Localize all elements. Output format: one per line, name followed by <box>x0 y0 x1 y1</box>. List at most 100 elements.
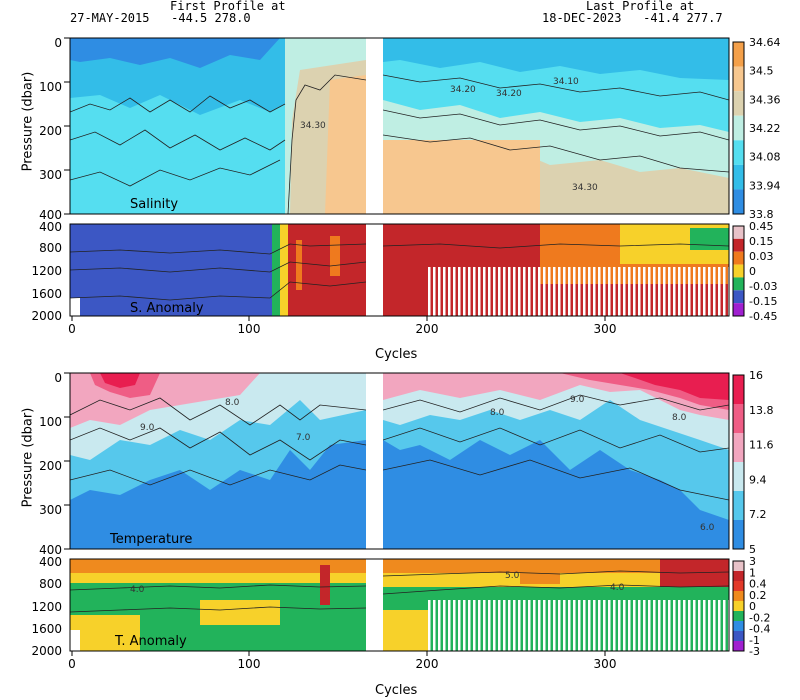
missing-data-stripe <box>428 267 431 316</box>
missing-data-stripe <box>528 600 531 651</box>
missing-data-stripe <box>663 600 666 651</box>
missing-data-stripe <box>513 600 516 651</box>
missing-data-stripe <box>708 600 711 651</box>
missing-data-stripe <box>678 600 681 651</box>
missing-data-stripe <box>463 267 466 316</box>
salinity-colorbar-label: 34.08 <box>749 151 781 164</box>
missing-data-stripe <box>493 600 496 651</box>
missing-data-stripe <box>568 267 571 316</box>
missing-data-stripe <box>468 600 471 651</box>
missing-data-stripe <box>623 267 626 316</box>
missing-data-stripe <box>438 267 441 316</box>
missing-data-stripe <box>448 267 451 316</box>
missing-data-stripe <box>673 267 676 316</box>
salinity-anomaly-x-tick: 0 <box>68 322 76 336</box>
missing-data-stripe <box>518 600 521 651</box>
salinity-colorbar-label: 33.94 <box>749 179 781 192</box>
salinity-y-tick: 200 <box>39 124 62 138</box>
salinity-contour-label: 34.30 <box>572 183 598 193</box>
missing-data-stripe <box>503 267 506 316</box>
salinity-colorbar-swatch <box>733 140 744 165</box>
salinity-colorbar-frame <box>732 41 745 215</box>
temperature-y-tick: 200 <box>39 459 62 473</box>
missing-data-stripe <box>698 267 701 316</box>
temperature-anomaly-y-tick: 800 <box>39 577 62 591</box>
missing-data-stripe <box>658 600 661 651</box>
missing-data-stripe <box>513 267 516 316</box>
temperature-anomaly-x-tick: 200 <box>416 657 439 671</box>
missing-data-stripe <box>623 600 626 651</box>
temperature-panel: 9.0 8.0 7.0 8.0 9.0 8.0 6.0 Temperature … <box>39 371 730 557</box>
missing-data-stripe <box>428 600 431 651</box>
missing-data-stripe <box>688 267 691 316</box>
temperature-anomaly-x-tick: 100 <box>238 657 261 671</box>
missing-data-stripe <box>578 267 581 316</box>
temperature-anomaly-colorbar-swatch <box>733 621 744 631</box>
temperature-colorbar-swatch <box>733 462 744 491</box>
temperature-anomaly-y-tick: 1200 <box>31 600 62 614</box>
missing-data-stripe <box>593 267 596 316</box>
missing-data-stripe <box>498 600 501 651</box>
missing-data-stripe <box>453 600 456 651</box>
temperature-y-tick: 0 <box>54 371 62 385</box>
salinity-anomaly-colorbar-swatch <box>733 277 744 291</box>
missing-data-stripe <box>533 267 536 316</box>
missing-data-stripe <box>458 600 461 651</box>
salinity-colorbar-label: 34.5 <box>749 65 774 78</box>
missing-data-stripe <box>668 267 671 316</box>
temperature-colorbar-swatch <box>733 433 744 462</box>
temperature-anomaly-panel-label: T. Anomaly <box>114 634 187 649</box>
salinity-contour-label: 34.10 <box>553 77 579 87</box>
missing-data-stripe <box>718 600 721 651</box>
salinity-colorbar-label: 34.64 <box>749 36 781 49</box>
salinity-anomaly-colorbar-swatch <box>733 226 744 239</box>
temperature-colorbar-label: 16 <box>749 369 763 382</box>
salinity-anomaly-colorbar-label: -0.03 <box>749 280 777 293</box>
salinity-colorbar-swatch <box>733 164 744 190</box>
salinity-anomaly-colorbar-swatch <box>733 251 744 265</box>
temperature-colorbar-label: 9.4 <box>749 473 767 486</box>
salinity-colorbar-label: 33.8 <box>749 208 774 221</box>
missing-data-stripe <box>553 600 556 651</box>
salinity-anomaly-panel: S. Anomaly 400 800 1200 1600 2000 0 100 … <box>31 220 730 336</box>
missing-data-stripe <box>718 267 721 316</box>
temperature-colorbar-swatch <box>733 375 744 404</box>
temperature-anomaly-colorbar-label: -3 <box>749 645 760 658</box>
temperature-y-tick: 400 <box>39 543 62 557</box>
temperature-colorbar-label: 7.2 <box>749 508 767 521</box>
missing-data-stripe <box>673 600 676 651</box>
missing-data-stripe <box>573 267 576 316</box>
salinity-y-tick: 300 <box>39 168 62 182</box>
missing-data-stripe <box>503 600 506 651</box>
missing-data-stripe <box>488 267 491 316</box>
temperature-colorbar-swatch <box>733 491 744 520</box>
missing-data-stripe <box>703 600 706 651</box>
temperature-anomaly-contour-label: 4.0 <box>130 585 145 595</box>
temperature-contour-label: 8.0 <box>672 413 687 423</box>
salinity-anomaly-panel-label: S. Anomaly <box>130 301 204 316</box>
missing-data-stripe <box>638 267 641 316</box>
temperature-colorbar-label: 5 <box>749 543 756 556</box>
salinity-colorbar-label: 34.22 <box>749 122 781 135</box>
missing-data-stripe <box>563 267 566 316</box>
temperature-contour-label: 8.0 <box>225 398 240 408</box>
missing-data-stripe <box>628 267 631 316</box>
missing-data-stripe <box>538 600 541 651</box>
missing-data-stripe <box>688 600 691 651</box>
missing-data-stripe <box>533 600 536 651</box>
missing-data-stripe <box>723 600 726 651</box>
missing-data-stripe <box>498 267 501 316</box>
missing-data-stripe <box>488 600 491 651</box>
temperature-anomaly-colorbar-label: -0.2 <box>749 611 770 624</box>
temperature-anomaly-colorbar-swatch <box>733 641 744 651</box>
temperature-colorbar-frame <box>732 374 745 550</box>
salinity-contour-label: 34.20 <box>450 85 476 95</box>
missing-data-stripe <box>653 267 656 316</box>
missing-data-stripe <box>638 600 641 651</box>
salinity-colorbar-swatch <box>733 42 744 67</box>
salinity-anomaly-colorbar-swatch <box>733 303 744 316</box>
missing-data-stripe <box>588 267 591 316</box>
missing-data-stripe <box>478 267 481 316</box>
missing-data-stripe <box>518 267 521 316</box>
salinity-colorbar-swatch <box>733 189 744 214</box>
